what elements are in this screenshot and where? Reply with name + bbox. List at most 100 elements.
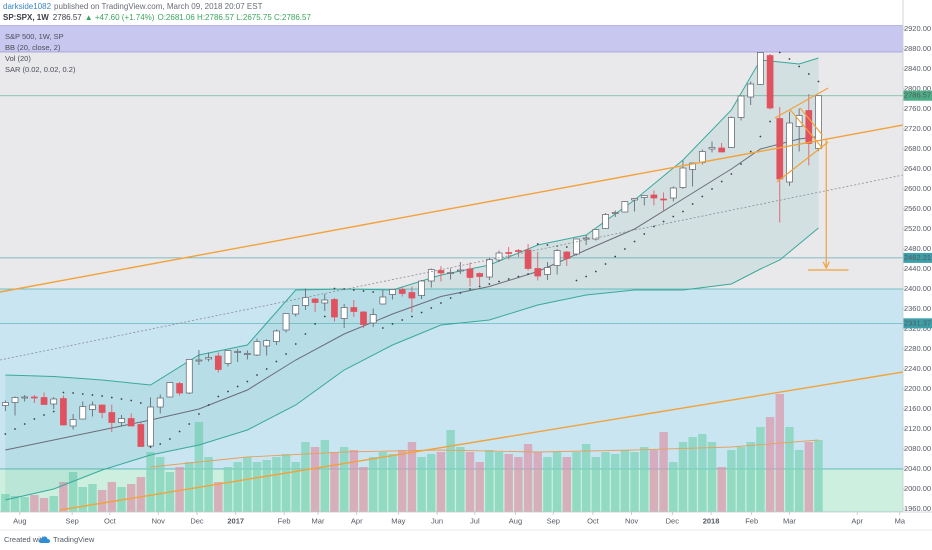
volume-bar <box>514 457 523 512</box>
volume-bar <box>436 452 446 512</box>
y-tick-label: 2360.00 <box>904 304 931 313</box>
x-tick-label: Feb <box>278 516 291 525</box>
y-tick-label: 2800.00 <box>904 84 931 93</box>
y-tick-label: 2520.00 <box>904 224 931 233</box>
volume-bar <box>669 462 678 512</box>
ohlc: O:2681.06 H:2786.57 L:2675.75 C:2786.57 <box>157 13 311 22</box>
trend-line <box>0 174 903 361</box>
x-tick-label: Aug <box>13 516 26 525</box>
sar-dot <box>343 288 346 290</box>
price-axis-background <box>903 0 932 530</box>
candle-body <box>292 305 300 315</box>
sar-dot <box>159 443 162 445</box>
sar-dot <box>469 288 471 290</box>
candle-body <box>118 418 125 423</box>
volume-bar <box>10 496 20 512</box>
candle-body <box>224 350 232 364</box>
sar-dot <box>178 430 181 433</box>
volume-bar <box>68 472 78 512</box>
volume-bar <box>78 487 87 512</box>
candle-body <box>234 351 242 353</box>
sar-dot <box>701 195 704 198</box>
sar-dot <box>643 233 646 235</box>
sar-dot <box>352 289 355 291</box>
volume-bar <box>194 422 204 512</box>
volume-bar <box>736 447 746 512</box>
sar-dot <box>362 290 365 292</box>
volume-bar <box>175 467 184 512</box>
candle-body <box>398 289 406 294</box>
candle-body <box>437 270 445 274</box>
volume-bar <box>59 482 68 512</box>
sar-dot <box>294 343 297 345</box>
band-upper <box>5 57 819 386</box>
volume-bar <box>804 442 814 512</box>
volume-bar <box>475 462 484 512</box>
candle-body <box>40 397 48 405</box>
price-label: 2331.37 <box>904 318 931 327</box>
y-tick-label: 2120.00 <box>904 424 931 433</box>
candle-body <box>176 383 183 394</box>
volume-bar <box>97 490 107 512</box>
y-tick-label: 2680.00 <box>904 144 931 153</box>
sar-dot <box>265 368 268 370</box>
trend-line <box>0 124 903 293</box>
legend-item[interactable]: S&P 500, 1W, SP <box>5 32 64 41</box>
author[interactable]: darkside1082 <box>3 2 52 11</box>
candle-body <box>321 299 329 304</box>
brand-name[interactable]: TradingView <box>53 535 95 544</box>
x-tick-label: May <box>391 516 405 525</box>
candle-body <box>524 249 532 269</box>
footer-text: Created with <box>4 535 46 544</box>
sar-dot <box>217 395 220 398</box>
volume-bar <box>49 496 58 512</box>
candle-body <box>108 412 116 423</box>
legend-item[interactable]: Vol (20) <box>5 54 31 63</box>
volume-bar <box>368 457 378 512</box>
candle-body <box>640 195 648 198</box>
sar-dot <box>62 391 65 394</box>
sar-dot <box>52 410 55 413</box>
sar-dot <box>33 418 36 420</box>
y-tick-label: 2280.00 <box>904 344 931 353</box>
legend-item[interactable]: BB (20, close, 2) <box>5 43 61 52</box>
candle-body <box>534 268 542 277</box>
volume-bar <box>601 452 610 512</box>
volume-bar <box>727 450 736 512</box>
legend-item[interactable]: SAR (0.02, 0.02, 0.2) <box>5 65 76 74</box>
candle-body <box>805 110 813 144</box>
time-axis-background <box>0 512 932 530</box>
candle-body <box>331 299 338 318</box>
y-tick-label: 2080.00 <box>904 444 931 453</box>
volume-bar <box>688 437 697 512</box>
candle-body <box>621 201 629 213</box>
candle-body <box>21 396 29 399</box>
sar-dot <box>633 240 636 243</box>
y-tick-label: 2880.00 <box>904 44 931 53</box>
x-tick-label: Feb <box>745 516 758 525</box>
volume-bar <box>756 427 765 512</box>
trend-line <box>776 141 829 183</box>
sar-dot <box>198 413 200 415</box>
sar-dot <box>207 404 210 406</box>
sar-dot <box>323 315 326 318</box>
candle-body <box>718 147 726 153</box>
sar-dot <box>256 374 258 376</box>
candle-body <box>698 151 706 163</box>
sar-dot <box>749 150 752 153</box>
candle-body <box>60 398 67 426</box>
candle-body <box>1 402 9 406</box>
candle-body <box>89 404 96 410</box>
volume-bar <box>39 498 49 512</box>
y-tick-label: 2720.00 <box>904 124 931 133</box>
sar-dot <box>168 438 171 440</box>
price-label-bg <box>903 90 932 101</box>
volume-bar <box>504 454 513 512</box>
sar-dot <box>759 135 762 138</box>
volume-bar <box>456 447 465 512</box>
sar-dot <box>101 395 104 397</box>
candle-body <box>669 187 677 199</box>
candle-body <box>253 341 261 356</box>
candle-body <box>31 396 38 399</box>
